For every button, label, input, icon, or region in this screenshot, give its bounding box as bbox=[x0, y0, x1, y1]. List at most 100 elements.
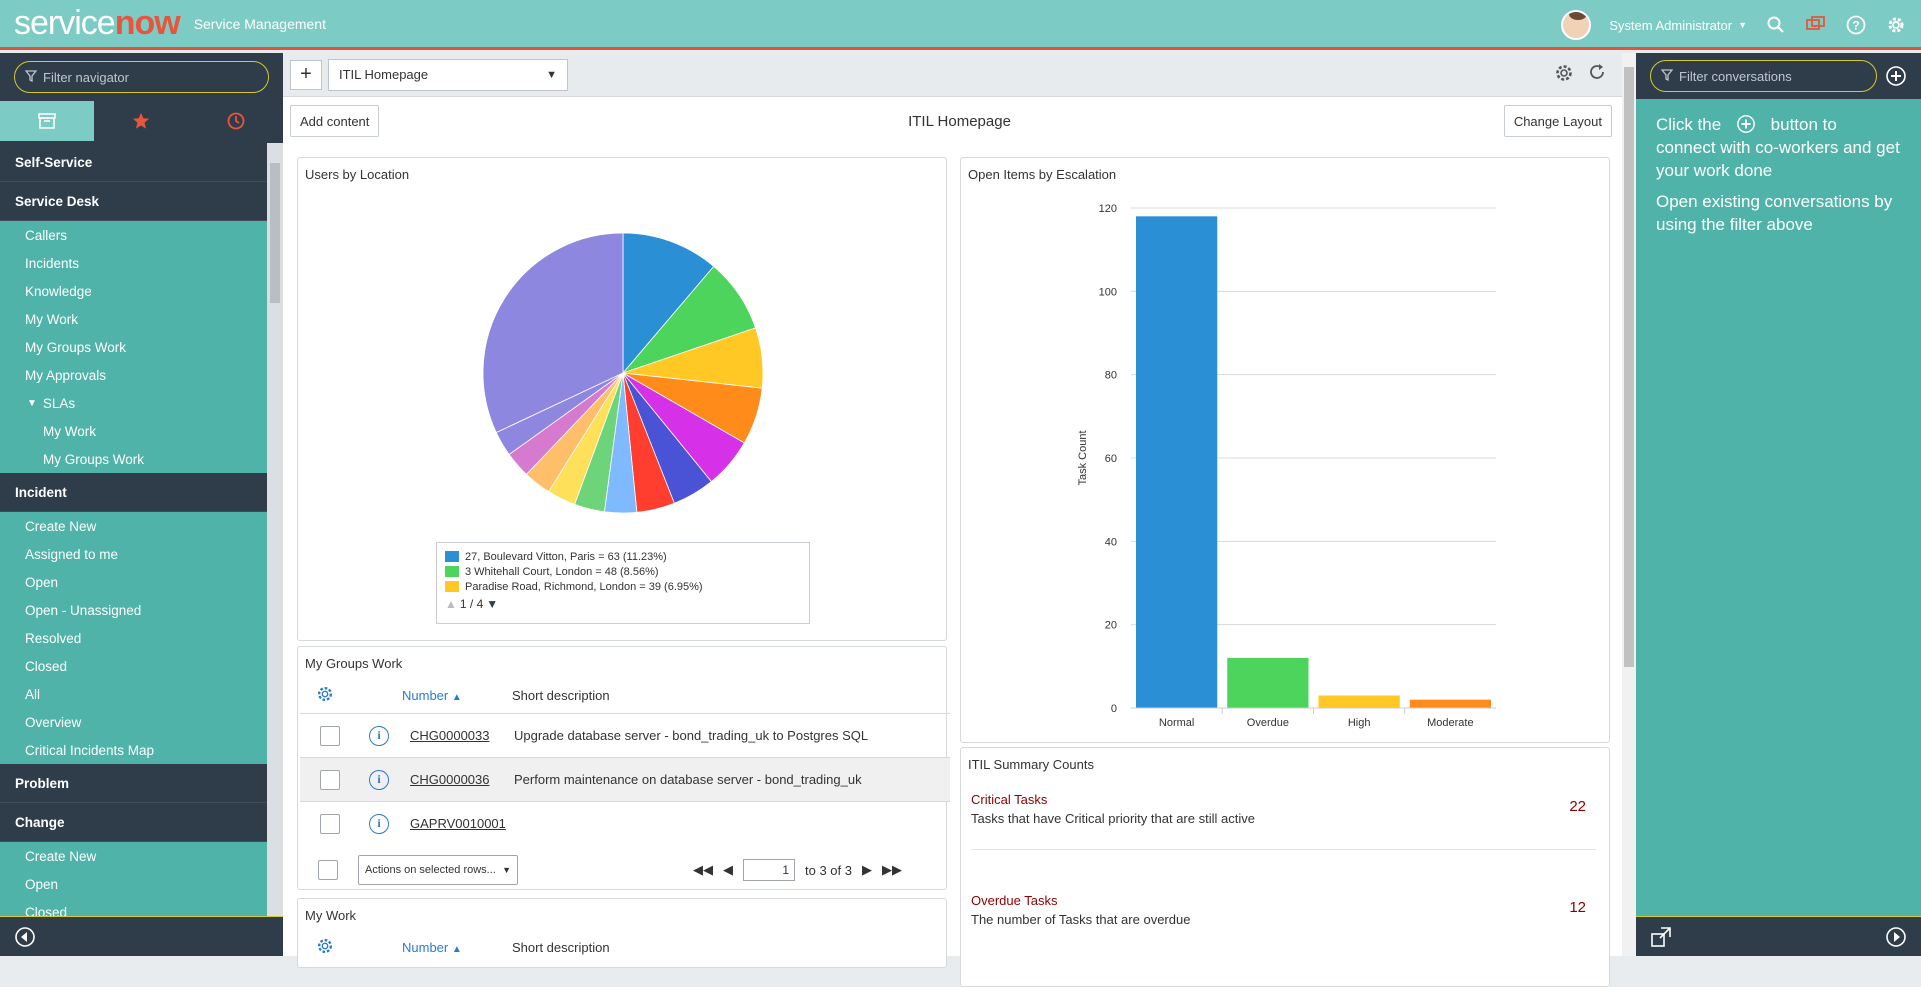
tab-all-applications[interactable] bbox=[0, 101, 95, 141]
nav-section-change[interactable]: Change bbox=[0, 803, 267, 842]
record-number-link[interactable]: CHG0000033 bbox=[410, 728, 490, 743]
page-number-input[interactable]: 1 bbox=[743, 859, 795, 881]
nav-section-service-desk[interactable]: Service Desk bbox=[0, 182, 267, 221]
pie-slice[interactable] bbox=[622, 232, 715, 375]
y-axis-label[interactable]: Task Count bbox=[1077, 430, 1089, 485]
row-checkbox[interactable] bbox=[320, 769, 340, 790]
previous-page-icon[interactable]: ◀ bbox=[723, 862, 733, 877]
nav-item-incident-create-new[interactable]: Create New bbox=[0, 512, 267, 540]
user-avatar[interactable] bbox=[1561, 10, 1592, 40]
x-tick-label[interactable]: Moderate bbox=[1427, 717, 1473, 729]
column-header-short-description[interactable]: Short description bbox=[512, 940, 610, 955]
add-content-button[interactable]: Add content bbox=[290, 105, 380, 137]
tab-history[interactable] bbox=[189, 101, 283, 141]
summary-item-count[interactable]: 22 bbox=[1569, 798, 1586, 815]
gear-icon[interactable] bbox=[1885, 14, 1907, 36]
nav-item-change-create-new[interactable]: Create New bbox=[0, 842, 267, 870]
summary-item-overdue-tasks[interactable]: Overdue Tasks The number of Tasks that a… bbox=[971, 893, 1596, 951]
help-icon[interactable]: ? bbox=[1845, 14, 1867, 36]
nav-item-open[interactable]: Open bbox=[0, 568, 267, 596]
nav-item-my-work[interactable]: My Work bbox=[0, 305, 267, 333]
nav-section-self-service[interactable]: Self-Service bbox=[0, 143, 267, 182]
record-number-link[interactable]: CHG0000036 bbox=[410, 772, 490, 787]
legend-entry[interactable]: Paradise Road, Richmond, London = 39 (6.… bbox=[445, 579, 801, 594]
nav-item-slas-my-work[interactable]: My Work bbox=[0, 417, 267, 445]
filter-conversations-input[interactable]: Filter conversations bbox=[1650, 60, 1877, 92]
actions-select[interactable]: Actions on selected rows... ▼ bbox=[358, 855, 518, 885]
filter-navigator-input[interactable]: Filter navigator bbox=[14, 61, 269, 93]
y-tick-label[interactable]: 40 bbox=[1105, 536, 1117, 548]
bar[interactable] bbox=[1136, 216, 1218, 709]
user-menu[interactable]: System Administrator ▼ bbox=[1609, 18, 1747, 33]
nav-item-my-approvals[interactable]: My Approvals bbox=[0, 361, 267, 389]
x-tick-label[interactable]: High bbox=[1348, 717, 1371, 729]
add-page-button[interactable]: + bbox=[290, 59, 322, 90]
main-scrollbar-thumb[interactable] bbox=[1624, 67, 1634, 667]
settings-gear-icon[interactable] bbox=[1554, 63, 1574, 83]
open-items-bar-chart[interactable]: 0 20 40 60 80 100 120 Task Count Normal Overdue Hi… bbox=[961, 178, 1611, 738]
collapse-sidebar-icon[interactable] bbox=[1885, 926, 1907, 948]
list-settings-gear-icon[interactable] bbox=[316, 937, 334, 955]
nav-item-slas-my-groups-work[interactable]: My Groups Work bbox=[0, 445, 267, 473]
collapse-navigator-icon[interactable] bbox=[14, 926, 36, 948]
record-number-link[interactable]: GAPRV0010001 bbox=[410, 816, 506, 831]
y-tick-label[interactable]: 60 bbox=[1105, 453, 1117, 465]
new-conversation-plus-icon[interactable] bbox=[1885, 65, 1907, 87]
x-tick-label[interactable]: Overdue bbox=[1247, 717, 1289, 729]
nav-item-open-unassigned[interactable]: Open - Unassigned bbox=[0, 596, 267, 624]
nav-item-assigned-to-me[interactable]: Assigned to me bbox=[0, 540, 267, 568]
nav-item-overview[interactable]: Overview bbox=[0, 708, 267, 736]
nav-item-knowledge[interactable]: Knowledge bbox=[0, 277, 267, 305]
nav-item-change-closed[interactable]: Closed bbox=[0, 898, 267, 916]
info-icon[interactable]: i bbox=[369, 813, 389, 834]
table-row[interactable]: i GAPRV0010001 bbox=[300, 801, 950, 845]
y-tick-label[interactable]: 20 bbox=[1105, 620, 1117, 632]
nav-item-resolved[interactable]: Resolved bbox=[0, 624, 267, 652]
column-header-number[interactable]: Number ▲ bbox=[402, 688, 462, 703]
table-row[interactable]: i CHG0000036 Perform maintenance on data… bbox=[300, 757, 950, 801]
y-tick-label[interactable]: 100 bbox=[1099, 286, 1117, 298]
navigator-scrollbar-thumb[interactable] bbox=[270, 163, 280, 303]
tab-favorites[interactable] bbox=[94, 101, 188, 141]
nav-section-incident[interactable]: Incident bbox=[0, 473, 267, 512]
next-page-icon[interactable]: ▶ bbox=[861, 862, 872, 877]
main-scrollbar[interactable] bbox=[1622, 53, 1636, 956]
refresh-icon[interactable] bbox=[1588, 63, 1606, 81]
summary-item-title[interactable]: Critical Tasks bbox=[971, 792, 1048, 807]
legend-next-icon[interactable]: ▼ bbox=[486, 597, 499, 611]
legend-prev-icon[interactable]: ▲ bbox=[445, 597, 457, 611]
summary-item-count[interactable]: 12 bbox=[1569, 899, 1586, 916]
table-row[interactable]: i CHG0000033 Upgrade database server - b… bbox=[300, 713, 950, 757]
search-icon[interactable] bbox=[1765, 14, 1787, 36]
row-checkbox[interactable] bbox=[320, 813, 340, 834]
users-by-location-pie-chart[interactable] bbox=[298, 188, 948, 518]
nav-item-change-open[interactable]: Open bbox=[0, 870, 267, 898]
list-settings-gear-icon[interactable] bbox=[316, 685, 334, 703]
bar[interactable] bbox=[1409, 699, 1491, 708]
nav-item-all[interactable]: All bbox=[0, 680, 267, 708]
info-icon[interactable]: i bbox=[369, 769, 389, 790]
row-checkbox[interactable] bbox=[320, 725, 340, 746]
legend-entry[interactable]: 3 Whitehall Court, London = 48 (8.56%) bbox=[445, 564, 801, 579]
nav-group-slas[interactable]: ▼ SLAs bbox=[0, 389, 267, 417]
y-tick-label[interactable]: 0 bbox=[1111, 703, 1117, 715]
nav-item-critical-incidents-map[interactable]: Critical Incidents Map bbox=[0, 736, 267, 764]
summary-item-critical-tasks[interactable]: Critical Tasks Tasks that have Critical … bbox=[971, 792, 1596, 850]
navigator-scrollbar[interactable] bbox=[267, 143, 283, 916]
first-page-icon[interactable]: ◀◀ bbox=[693, 862, 713, 877]
change-layout-button[interactable]: Change Layout bbox=[1503, 105, 1612, 137]
bar[interactable] bbox=[1227, 658, 1309, 708]
x-tick-label[interactable]: Normal bbox=[1159, 717, 1194, 729]
connect-chat-icon[interactable] bbox=[1805, 14, 1827, 36]
pie-slice[interactable] bbox=[482, 232, 624, 434]
bar[interactable] bbox=[1318, 695, 1400, 709]
column-header-number[interactable]: Number ▲ bbox=[402, 940, 462, 955]
y-tick-label[interactable]: 80 bbox=[1105, 370, 1117, 382]
nav-item-closed[interactable]: Closed bbox=[0, 652, 267, 680]
info-icon[interactable]: i bbox=[369, 725, 389, 746]
select-all-checkbox[interactable] bbox=[318, 860, 338, 880]
legend-entry[interactable]: 27, Boulevard Vitton, Paris = 63 (11.23%… bbox=[445, 549, 801, 564]
nav-item-callers[interactable]: Callers bbox=[0, 221, 267, 249]
servicenow-logo[interactable]: servicenow bbox=[14, 4, 181, 42]
nav-item-my-groups-work[interactable]: My Groups Work bbox=[0, 333, 267, 361]
